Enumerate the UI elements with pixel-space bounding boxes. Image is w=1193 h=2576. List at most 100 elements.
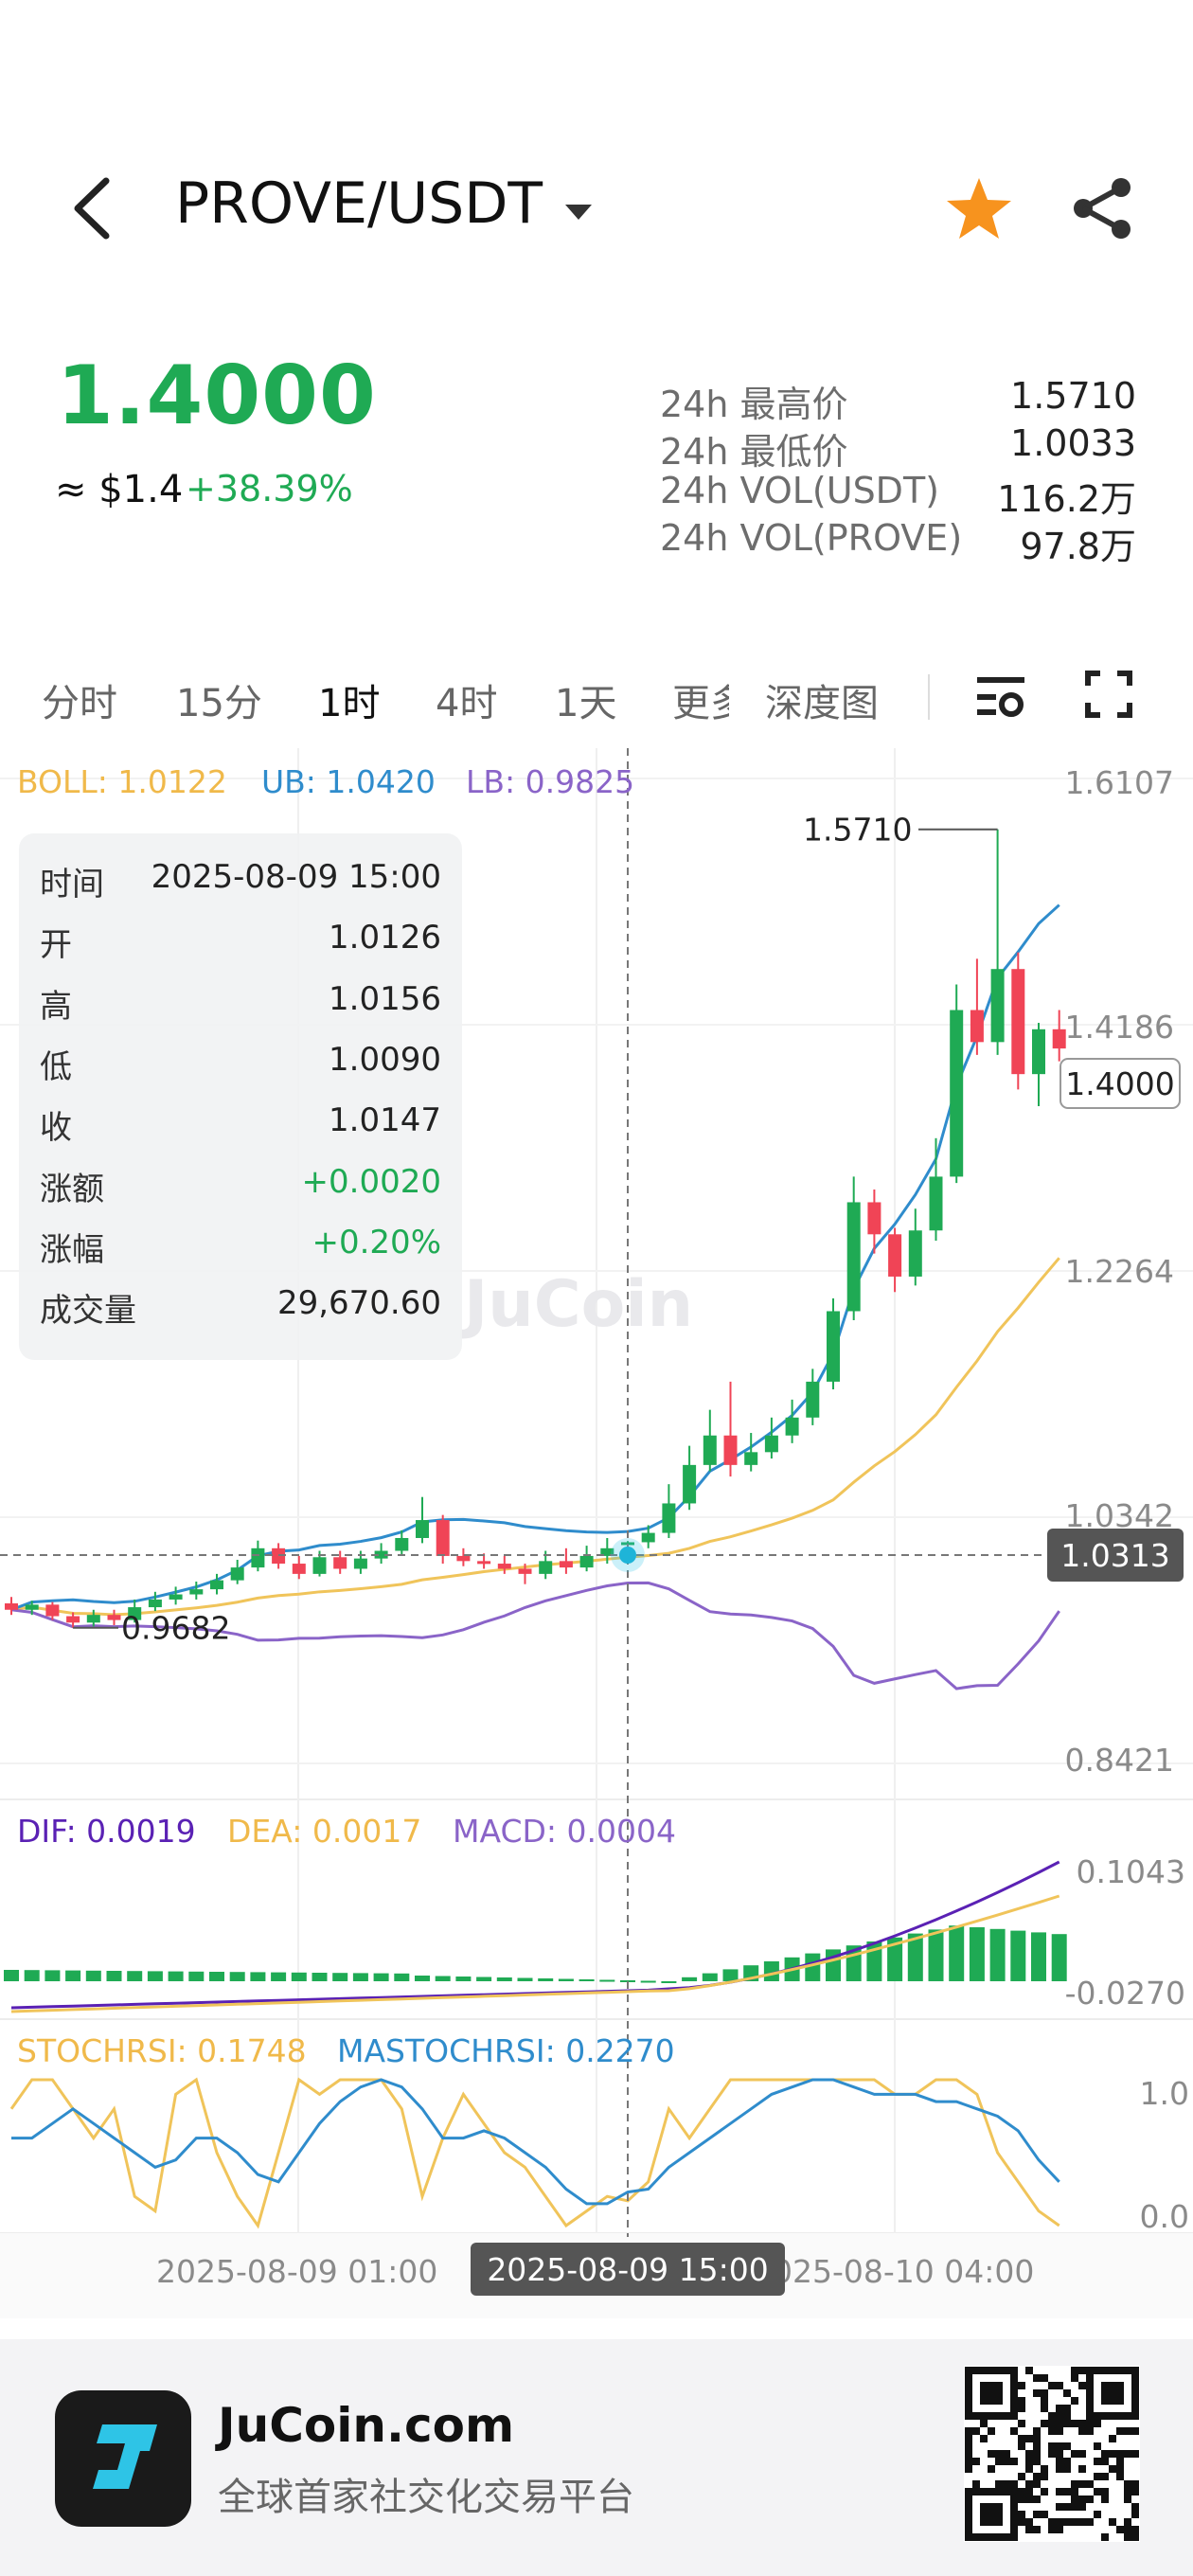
indicator-settings-icon[interactable] (975, 674, 1026, 718)
candle-body (539, 1561, 553, 1574)
back-chevron-icon[interactable] (66, 175, 123, 242)
qr-module (1101, 2473, 1109, 2480)
qr-module (1094, 2442, 1101, 2450)
macd-bar (352, 1973, 368, 1981)
crosshair-overlay: 1.0313 2025-08-09 15:00 (0, 748, 1184, 2296)
qr-module (1048, 2450, 1056, 2458)
candle-body (148, 1599, 162, 1608)
qr-module (1056, 2458, 1063, 2465)
qr-module (1056, 2420, 1063, 2427)
qr-module (1018, 2518, 1025, 2526)
share-icon[interactable] (1070, 176, 1134, 241)
qr-module (1078, 2496, 1086, 2503)
qr-module (1003, 2480, 1010, 2488)
tab-depth[interactable]: 深度图 (765, 682, 879, 725)
crosshair-time-text: 2025-08-09 15:00 (487, 2251, 768, 2288)
qr-module (1071, 2518, 1078, 2526)
brand-slogan: 全球首家社交化交易平台 (218, 2476, 634, 2519)
qr-module (1048, 2427, 1056, 2435)
stat-label-low: 24h 最低价 (660, 431, 848, 473)
price-tick-label: 1.2264 (1065, 1253, 1174, 1290)
macd-tick-label: 0.1043 (1077, 1853, 1185, 1890)
qr-module (1033, 2473, 1041, 2480)
qr-module (1078, 2382, 1086, 2389)
qr-module (1010, 2480, 1018, 2488)
crosshair-time-tag (471, 2243, 785, 2296)
boll-lower-line (10, 1581, 1060, 1690)
qr-module (1056, 2488, 1063, 2496)
qr-module (1056, 2518, 1063, 2526)
candle-body (292, 1564, 306, 1574)
macd-bar (989, 1928, 1006, 1981)
qr-module (972, 2427, 980, 2435)
tab-more[interactable]: 更多 (672, 682, 729, 725)
qr-module (1025, 2450, 1033, 2458)
candle-body (929, 1176, 943, 1231)
star-icon[interactable] (945, 176, 1013, 241)
qr-module (1101, 2533, 1109, 2541)
qr-module (1056, 2503, 1063, 2511)
qr-module (1025, 2518, 1033, 2526)
qr-module (1056, 2450, 1063, 2458)
macd-bar (24, 1970, 40, 1981)
candle-body (374, 1550, 388, 1559)
macd-bar (640, 1980, 656, 1983)
qr-module (1071, 2488, 1078, 2496)
qr-module (965, 2450, 972, 2458)
qr-code-icon (964, 2366, 1140, 2542)
chevron-down-icon[interactable] (561, 201, 596, 224)
tab-15m[interactable]: 15分 (176, 682, 262, 725)
qr-module (1131, 2503, 1139, 2511)
axis-labels: 1.6107 1.4186 1.2264 1.0342 0.8421 0.1043 -0.0… (0, 764, 1193, 2318)
stat-label-high: 24h 最高价 (660, 384, 848, 425)
qr-module (1033, 2374, 1041, 2382)
macd-bar (1051, 1934, 1067, 1981)
macd-bar (969, 1927, 985, 1981)
qr-module (1041, 2389, 1048, 2397)
candle-body (806, 1381, 820, 1418)
qr-module (965, 2427, 972, 2435)
brand-name: JuCoin.com (218, 2398, 515, 2453)
candle-body (45, 1604, 60, 1617)
qr-module (1116, 2458, 1124, 2465)
tab-4h[interactable]: 4时 (436, 682, 498, 725)
candle-body (888, 1234, 902, 1277)
qr-module (1109, 2435, 1116, 2442)
candle-body (25, 1604, 39, 1610)
lb-label: LB: 0.9825 (466, 763, 635, 800)
candle-body (764, 1435, 778, 1453)
qr-module (1025, 2496, 1033, 2503)
macd-bar (1031, 1932, 1046, 1981)
qr-module (1041, 2465, 1048, 2473)
kline-chart[interactable]: JuCoin 1.6107 1.4186 1.2264 1.0342 0.8421 0.1… (0, 742, 1193, 2476)
qr-module (972, 2458, 980, 2465)
candle-body (867, 1202, 881, 1235)
price-tick-label: 1.0342 (1065, 1497, 1174, 1534)
qr-module (1086, 2518, 1094, 2526)
qr-module (1010, 2458, 1018, 2465)
tab-1d[interactable]: 1天 (555, 682, 617, 725)
tab-1h[interactable]: 1时 (318, 682, 381, 725)
mastochrsi-label: MASTOCHRSI: 0.2270 (337, 2032, 675, 2069)
watermark: JuCoin (460, 1267, 693, 1342)
macd-bar (682, 1977, 698, 1981)
qr-module (1041, 2488, 1048, 2496)
pair-title[interactable]: PROVE/USDT (175, 170, 543, 237)
macd-bar (661, 1981, 677, 1983)
tab-line[interactable]: 分时 (42, 682, 117, 725)
candle-body (497, 1564, 511, 1569)
candle-body (189, 1589, 204, 1595)
qr-module (1056, 2382, 1063, 2389)
qr-module (1094, 2473, 1101, 2480)
qr-module (1048, 2420, 1056, 2427)
max-price-label: 1.5710 (803, 812, 912, 849)
qr-module (1048, 2518, 1056, 2526)
price-tick-label: 0.8421 (1065, 1742, 1174, 1779)
fullscreen-icon[interactable] (1085, 671, 1132, 718)
boll-upper-line (10, 903, 1060, 1612)
qr-module (1071, 2450, 1078, 2458)
stat-label-vol-usdt: 24h VOL(USDT) (660, 470, 939, 511)
qr-module (1056, 2427, 1063, 2435)
qr-module (1033, 2496, 1041, 2503)
qr-module (1071, 2367, 1078, 2374)
